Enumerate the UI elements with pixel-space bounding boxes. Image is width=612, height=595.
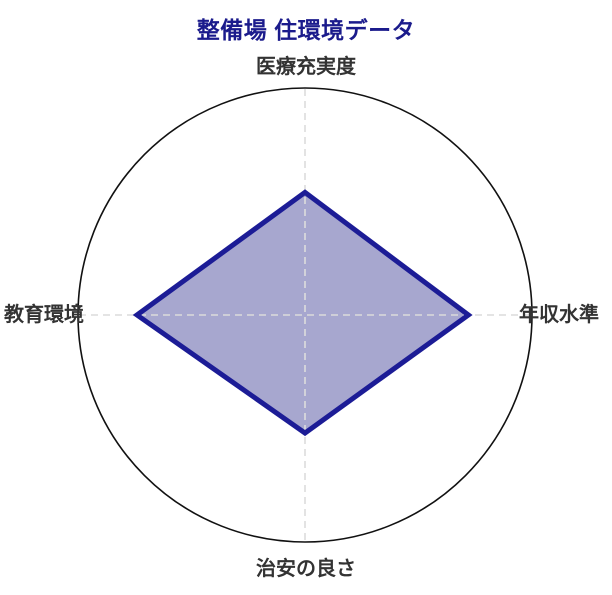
outer-circle-gridline (77, 87, 533, 543)
chart-title: 整備場 住環境データ (196, 17, 416, 43)
axis-label-income: 年収水準 (519, 304, 599, 326)
axis-label-safety: 治安の良さ (256, 558, 356, 580)
radar-series-fill (137, 192, 469, 433)
axis-label-education: 教育環境 (4, 304, 84, 326)
radar-series-outline (132, 189, 473, 437)
axis-label-medical: 医療充実度 (256, 56, 356, 78)
